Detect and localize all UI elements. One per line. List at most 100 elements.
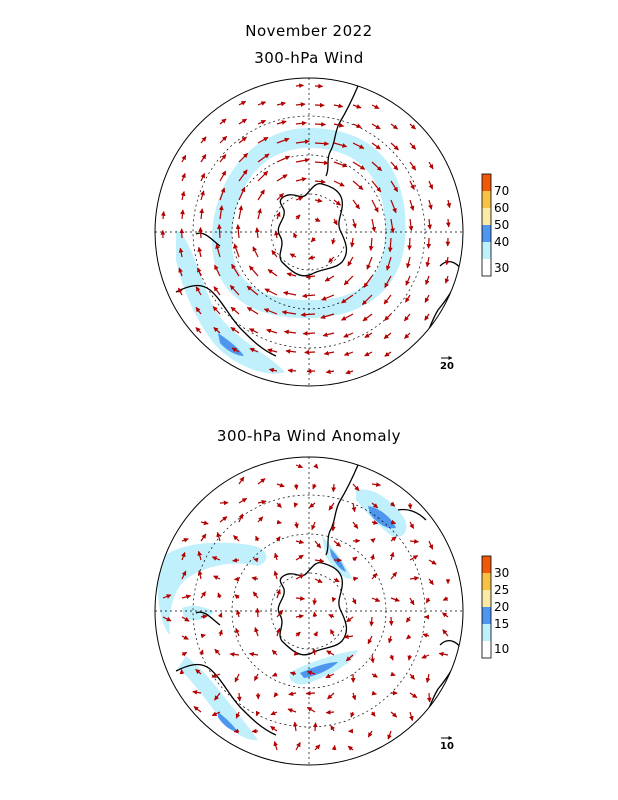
wind-arrow bbox=[407, 237, 412, 251]
wind-arrow bbox=[274, 230, 279, 239]
wind-arrow bbox=[352, 218, 357, 229]
wind-arrow bbox=[352, 180, 364, 191]
wind-arrow bbox=[371, 520, 379, 525]
wind-arrow bbox=[362, 313, 373, 322]
wind-arrow bbox=[178, 267, 183, 277]
wind-arrow bbox=[238, 100, 247, 106]
wind-map-panel: 70 60 50 40 30 20 bbox=[154, 77, 509, 387]
wind-arrow bbox=[352, 521, 359, 529]
wind-arrow bbox=[325, 709, 335, 715]
wind-arrow bbox=[311, 521, 316, 531]
wind-arrow bbox=[406, 256, 411, 269]
wind-arrow bbox=[197, 570, 203, 580]
colorbar-label: 40 bbox=[494, 235, 509, 249]
wind-arrow bbox=[312, 483, 317, 490]
wind-arrow bbox=[389, 551, 395, 561]
wind-arrow bbox=[238, 476, 245, 485]
wind-arrow bbox=[238, 513, 244, 523]
colorbar-segment bbox=[482, 174, 491, 191]
wind-arrow bbox=[409, 554, 419, 561]
wind-arrow bbox=[219, 516, 228, 523]
wind-arrow bbox=[197, 267, 202, 277]
wind-arrow bbox=[328, 614, 335, 619]
wind-arrow bbox=[308, 255, 316, 260]
colorbar-label: 10 bbox=[494, 642, 509, 656]
wind-arrow bbox=[266, 328, 278, 334]
wind-arrow bbox=[327, 692, 335, 700]
wind-arrow bbox=[213, 575, 221, 580]
wind-arrow bbox=[215, 243, 221, 258]
wind-arrow bbox=[325, 369, 335, 374]
wind-arrow bbox=[442, 629, 449, 637]
wind-arrow bbox=[181, 172, 186, 182]
wind-arrow bbox=[351, 597, 357, 605]
wind-arrow bbox=[352, 483, 360, 492]
wind-arrow bbox=[427, 218, 433, 230]
wind-arrow bbox=[219, 118, 227, 125]
wind-arrow bbox=[162, 616, 172, 622]
wind-arrow bbox=[181, 537, 189, 543]
wind-arrow bbox=[426, 237, 432, 249]
wind-arrow bbox=[371, 161, 383, 172]
wind-arrow bbox=[409, 142, 417, 150]
wind-arrow bbox=[192, 689, 202, 695]
wind-arrow bbox=[276, 193, 284, 201]
wind-arrow bbox=[368, 237, 374, 251]
wind-arrow bbox=[428, 180, 434, 190]
wind-arrow bbox=[276, 174, 288, 182]
wind-arrow bbox=[409, 161, 417, 171]
wind-arrow bbox=[446, 199, 452, 209]
map-boundary bbox=[154, 456, 464, 766]
wind-arrow bbox=[333, 540, 341, 547]
wind-arrow bbox=[351, 692, 357, 701]
wind-arrow bbox=[293, 232, 298, 239]
wind-arrow bbox=[305, 690, 316, 696]
wind-arrow bbox=[181, 154, 187, 163]
wind-arrow bbox=[328, 502, 335, 511]
wind-arrow bbox=[390, 180, 399, 193]
wind-arrow bbox=[263, 308, 278, 315]
wind-arrow bbox=[267, 348, 278, 353]
wind-arrow bbox=[305, 274, 316, 280]
wind-arrow bbox=[287, 368, 297, 374]
wind-arrow bbox=[181, 651, 188, 657]
wind-arrow bbox=[276, 482, 285, 488]
wind-arrow bbox=[276, 609, 284, 618]
wind-arrow bbox=[404, 332, 411, 339]
wind-arrow bbox=[293, 483, 299, 490]
wind-arrow bbox=[218, 205, 224, 220]
wind-arrow bbox=[312, 597, 318, 606]
wind-arrow bbox=[314, 198, 323, 203]
wind-arrow bbox=[371, 690, 377, 696]
wind-arrow bbox=[234, 576, 240, 582]
wind-arrow bbox=[283, 290, 297, 296]
wind-arrow bbox=[283, 329, 297, 335]
wind-arrow bbox=[425, 597, 431, 604]
wind-arrow bbox=[390, 161, 399, 171]
anomaly-colorbar: 30 25 20 15 10 bbox=[481, 555, 509, 659]
wind-arrow bbox=[257, 189, 265, 201]
wind-arrow bbox=[371, 123, 381, 130]
wind-arrow bbox=[390, 142, 399, 151]
wind-arrow bbox=[200, 153, 207, 163]
wind-arrow bbox=[238, 205, 244, 220]
wind-arrow bbox=[384, 351, 392, 357]
wind-arrow bbox=[322, 332, 335, 337]
wind-arrow bbox=[445, 256, 450, 266]
wind-arrow bbox=[198, 227, 204, 239]
wind-arrow bbox=[233, 728, 240, 734]
wind-speed-shading bbox=[176, 128, 406, 374]
wind-arrow bbox=[214, 692, 221, 701]
wind-arrow bbox=[409, 576, 420, 581]
wind-arrow bbox=[162, 594, 172, 599]
wind-arrow bbox=[371, 180, 382, 193]
wind-arrow bbox=[314, 121, 326, 127]
west-jet-core bbox=[218, 333, 244, 356]
colorbar-label: 60 bbox=[494, 201, 509, 215]
wind-arrow bbox=[216, 531, 221, 542]
wind-arrow bbox=[312, 722, 318, 732]
wind-arrow bbox=[421, 654, 430, 659]
wind-arrow bbox=[212, 306, 221, 315]
wind-arrow bbox=[254, 627, 259, 637]
wind-arrow bbox=[314, 578, 323, 584]
